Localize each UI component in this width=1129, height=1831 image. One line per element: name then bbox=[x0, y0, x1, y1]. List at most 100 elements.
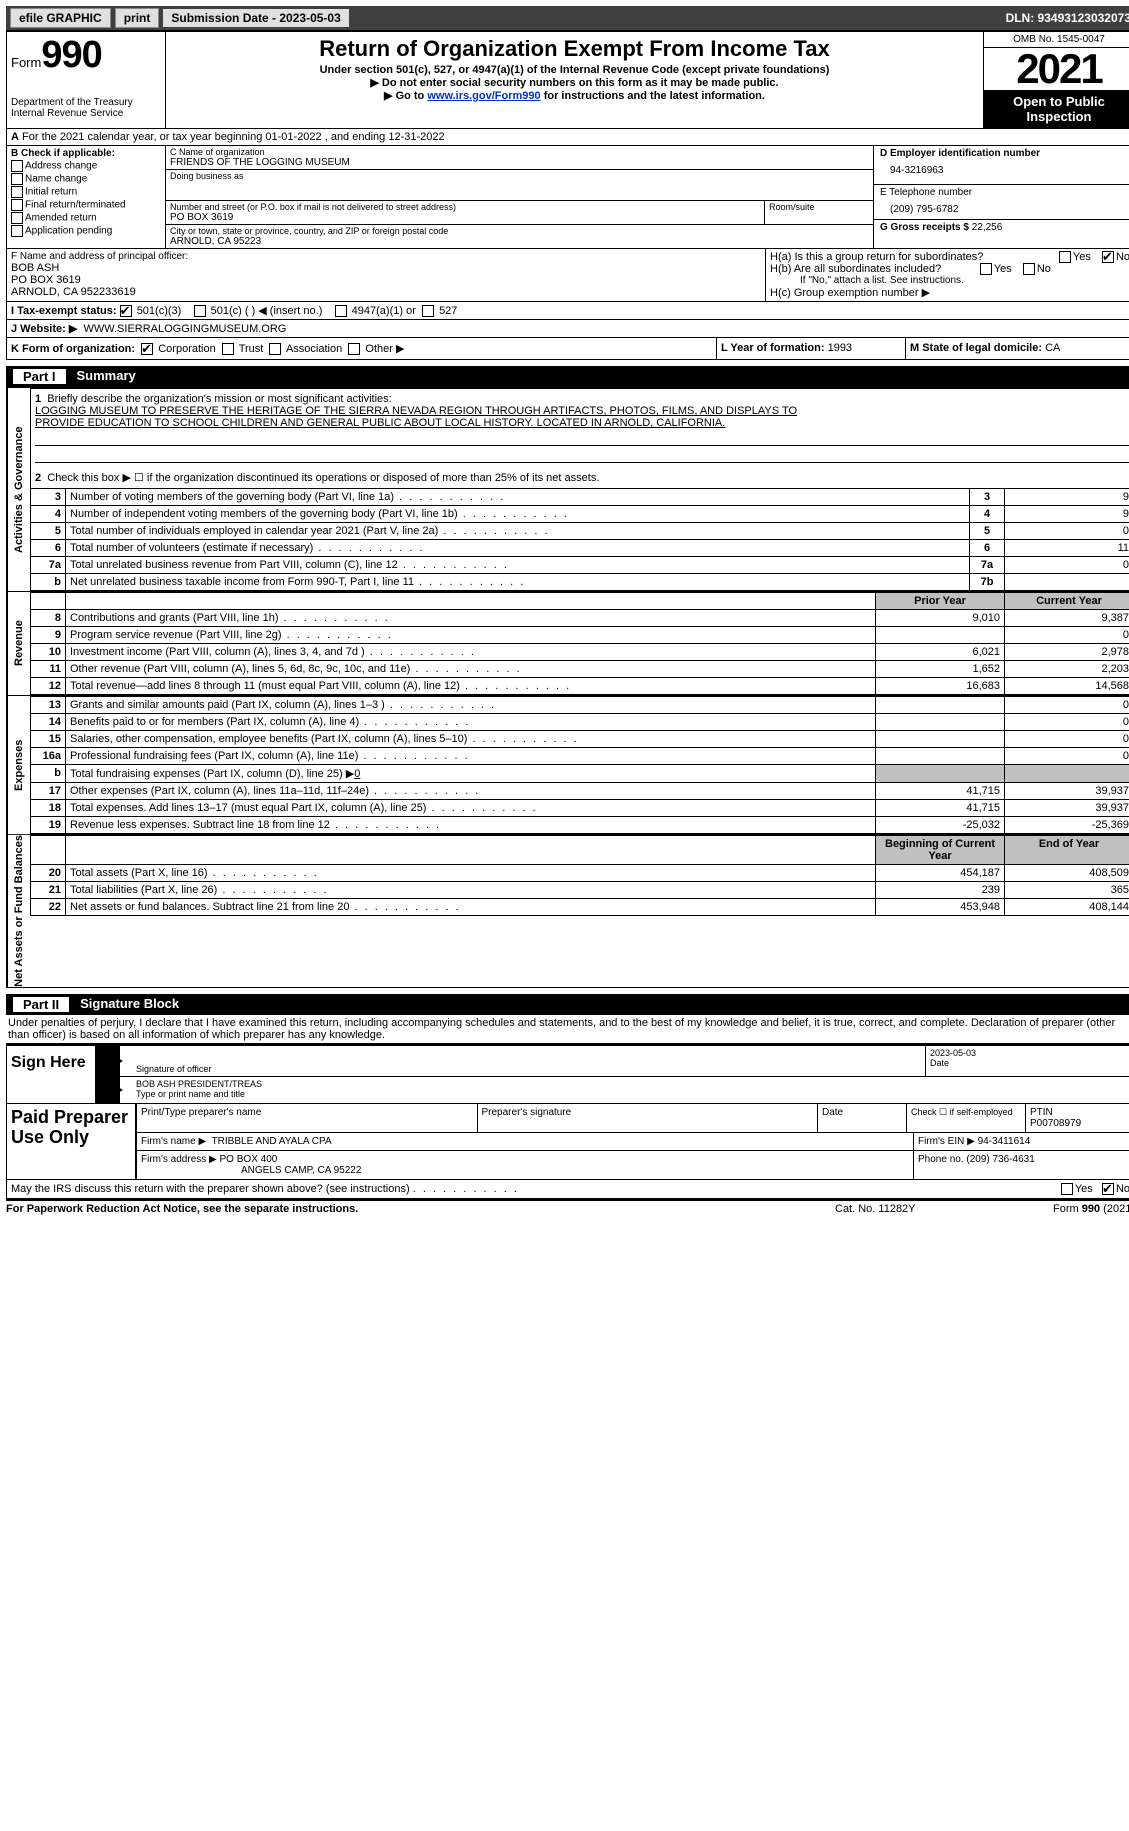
j-label: J Website: ▶ bbox=[11, 323, 77, 335]
exp-section: Expenses 13Grants and similar amounts pa… bbox=[6, 696, 1129, 835]
table-row: 17Other expenses (Part IX, column (A), l… bbox=[31, 783, 1129, 800]
ha-no-chk[interactable] bbox=[1102, 251, 1114, 263]
officer-name: BOB ASH bbox=[11, 262, 761, 274]
form-title: Return of Organization Exempt From Incom… bbox=[170, 36, 979, 62]
dba-label: Doing business as bbox=[170, 171, 244, 181]
rev-section: Revenue Prior YearCurrent Year8Contribut… bbox=[6, 592, 1129, 696]
table-row: 18Total expenses. Add lines 13–17 (must … bbox=[31, 800, 1129, 817]
chk-501c[interactable] bbox=[194, 305, 206, 317]
chk-initial-return[interactable]: Initial return bbox=[11, 186, 161, 198]
ein-value: 94-3216963 bbox=[880, 159, 1128, 182]
prep-name-label: Print/Type preparer's name bbox=[137, 1104, 478, 1132]
discuss-q: May the IRS discuss this return with the… bbox=[11, 1183, 1061, 1195]
table-row: 7aTotal unrelated business revenue from … bbox=[31, 557, 1129, 574]
mission-label: Briefly describe the organization's miss… bbox=[47, 393, 391, 405]
city-label: City or town, state or province, country… bbox=[170, 226, 448, 236]
prep-sig-label: Preparer's signature bbox=[478, 1104, 819, 1132]
l-label: L Year of formation: bbox=[721, 342, 825, 354]
gross-value: 22,256 bbox=[972, 222, 1003, 233]
hb-yes-chk[interactable] bbox=[980, 263, 992, 275]
ha-yes-chk[interactable] bbox=[1059, 251, 1071, 263]
irs-link[interactable]: www.irs.gov/Form990 bbox=[427, 90, 540, 102]
signer-name-label: Type or print name and title bbox=[136, 1089, 245, 1099]
org-name: FRIENDS OF THE LOGGING MUSEUM bbox=[170, 157, 869, 168]
tax-year: 2021 bbox=[984, 48, 1129, 90]
ha-no: No bbox=[1116, 251, 1129, 263]
table-row: 13Grants and similar amounts paid (Part … bbox=[31, 697, 1129, 714]
chk-name-change[interactable]: Name change bbox=[11, 173, 161, 185]
firm-phone-cell: Phone no. (209) 736-4631 bbox=[914, 1151, 1129, 1179]
calendar-year-text: For the 2021 calendar year, or tax year … bbox=[22, 131, 445, 143]
firm-name: TRIBBLE AND AYALA CPA bbox=[212, 1136, 332, 1147]
discuss-no-chk[interactable] bbox=[1102, 1183, 1114, 1195]
part-2-num: Part II bbox=[12, 996, 70, 1013]
sig-date-label: Date bbox=[930, 1058, 949, 1068]
open-to-public: Open to Public Inspection bbox=[984, 90, 1129, 128]
form-number: Form990 bbox=[11, 34, 161, 77]
dept-treasury: Department of the Treasury bbox=[11, 97, 161, 108]
entity-block: B Check if applicable: Address change Na… bbox=[6, 146, 1129, 249]
part-1-header: Part I Summary bbox=[6, 366, 1129, 387]
table-row: bNet unrelated business taxable income f… bbox=[31, 574, 1129, 591]
dln-label: DLN: 93493123032073 bbox=[1006, 11, 1129, 25]
chk-corp[interactable] bbox=[141, 343, 153, 355]
officer-addr2: ARNOLD, CA 952233619 bbox=[11, 286, 761, 298]
sig-officer-cell: Signature of officer bbox=[120, 1046, 926, 1076]
chk-app-pending[interactable]: Application pending bbox=[11, 225, 161, 237]
chk-trust[interactable] bbox=[222, 343, 234, 355]
table-row: 22Net assets or fund balances. Subtract … bbox=[31, 899, 1129, 916]
discuss-no: No bbox=[1116, 1183, 1129, 1195]
hb-row: H(b) Are all subordinates included? Yes … bbox=[770, 263, 1129, 275]
officer-addr1: PO BOX 3619 bbox=[11, 274, 761, 286]
tel-label: E Telephone number bbox=[880, 187, 972, 198]
firm-addr-cell: Firm's address ▶ PO BOX 400 ANGELS CAMP,… bbox=[137, 1151, 914, 1179]
k-row: K Form of organization: Corporation Trus… bbox=[6, 338, 1129, 360]
mission-text2: PROVIDE EDUCATION TO SCHOOL CHILDREN AND… bbox=[35, 417, 1129, 429]
chk-amended-return[interactable]: Amended return bbox=[11, 212, 161, 224]
k-label: K Form of organization: bbox=[11, 343, 135, 355]
hb-note: If "No," attach a list. See instructions… bbox=[770, 275, 1129, 286]
goto-pre: ▶ Go to bbox=[384, 90, 427, 102]
gov-section: Activities & Governance 1 Briefly descri… bbox=[6, 387, 1129, 592]
chk-501c3[interactable] bbox=[120, 305, 132, 317]
na-tab: Net Assets or Fund Balances bbox=[7, 835, 30, 987]
chk-address-change[interactable]: Address change bbox=[11, 160, 161, 172]
line2-text: Check this box ▶ ☐ if the organization d… bbox=[47, 472, 599, 484]
print-button[interactable]: print bbox=[115, 8, 160, 28]
table-row: 12Total revenue—add lines 8 through 11 (… bbox=[31, 678, 1129, 695]
m-value: CA bbox=[1045, 342, 1060, 354]
hb-yes: Yes bbox=[994, 263, 1012, 275]
chk-4947[interactable] bbox=[335, 305, 347, 317]
discuss-dots bbox=[413, 1183, 519, 1195]
goto-line: ▶ Go to www.irs.gov/Form990 for instruct… bbox=[170, 89, 979, 102]
chk-other[interactable] bbox=[348, 343, 360, 355]
addr-value: PO BOX 3619 bbox=[170, 212, 760, 223]
opt-4947: 4947(a)(1) or bbox=[352, 305, 416, 317]
mission-text1: LOGGING MUSEUM TO PRESERVE THE HERITAGE … bbox=[35, 405, 1129, 417]
table-row: bTotal fundraising expenses (Part IX, co… bbox=[31, 765, 1129, 783]
hb-yn: Yes No bbox=[972, 263, 1051, 275]
table-row: 11Other revenue (Part VIII, column (A), … bbox=[31, 661, 1129, 678]
form-header: Form990 Department of the Treasury Inter… bbox=[6, 30, 1129, 129]
table-row: 19Revenue less expenses. Subtract line 1… bbox=[31, 817, 1129, 834]
hb-no-chk[interactable] bbox=[1023, 263, 1035, 275]
discuss-yes-chk[interactable] bbox=[1061, 1183, 1073, 1195]
chk-assoc[interactable] bbox=[269, 343, 281, 355]
firm-phone-label: Phone no. bbox=[918, 1154, 964, 1165]
form-prefix: Form bbox=[11, 55, 41, 70]
sig-name-cell: BOB ASH PRESIDENT/TREAS Type or print na… bbox=[120, 1077, 1129, 1103]
chk-final-return[interactable]: Final return/terminated bbox=[11, 199, 161, 211]
gov-tab: Activities & Governance bbox=[7, 388, 30, 591]
form-footer: Form 990 (2021) bbox=[985, 1203, 1129, 1215]
tel-value: (209) 795-6782 bbox=[880, 198, 1128, 217]
sign-here-label: Sign Here bbox=[7, 1046, 97, 1103]
cat-no: Cat. No. 11282Y bbox=[835, 1203, 985, 1215]
firm-phone: (209) 736-4631 bbox=[966, 1154, 1034, 1165]
opt-501c3: 501(c)(3) bbox=[137, 305, 182, 317]
name-label: C Name of organization bbox=[170, 147, 265, 157]
table-row: 4Number of independent voting members of… bbox=[31, 506, 1129, 523]
calendar-year-row: A For the 2021 calendar year, or tax yea… bbox=[6, 129, 1129, 146]
chk-527[interactable] bbox=[422, 305, 434, 317]
ptin-cell: PTIN P00708979 bbox=[1026, 1104, 1129, 1132]
gross-label: G Gross receipts $ bbox=[880, 222, 969, 233]
